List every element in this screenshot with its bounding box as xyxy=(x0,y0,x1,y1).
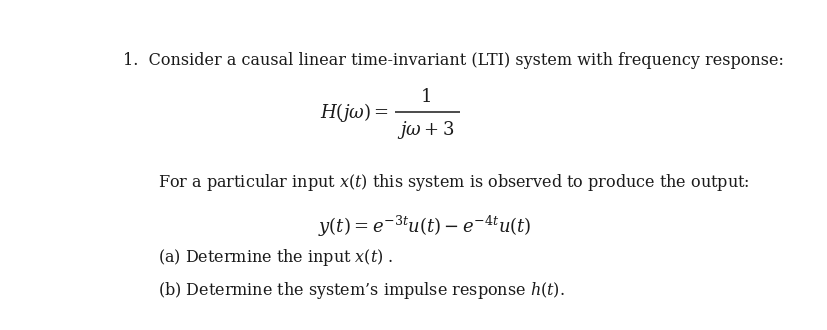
Text: 1: 1 xyxy=(420,88,432,106)
Text: 1.  Consider a causal linear time-invariant (LTI) system with frequency response: 1. Consider a causal linear time-invaria… xyxy=(122,52,782,69)
Text: (b) Determine the system’s impulse response $h(t)$.: (b) Determine the system’s impulse respo… xyxy=(158,280,564,301)
Text: $y(t) = e^{-3t}u(t) - e^{-4t}u(t)$: $y(t) = e^{-3t}u(t) - e^{-4t}u(t)$ xyxy=(318,214,530,239)
Text: $H(j\omega) =$: $H(j\omega) =$ xyxy=(320,101,389,123)
Text: $j\omega + 3$: $j\omega + 3$ xyxy=(397,119,455,141)
Text: For a particular input $x(t)$ this system is observed to produce the output:: For a particular input $x(t)$ this syste… xyxy=(158,172,748,193)
Text: (a) Determine the input $x(t)$ .: (a) Determine the input $x(t)$ . xyxy=(158,247,393,268)
